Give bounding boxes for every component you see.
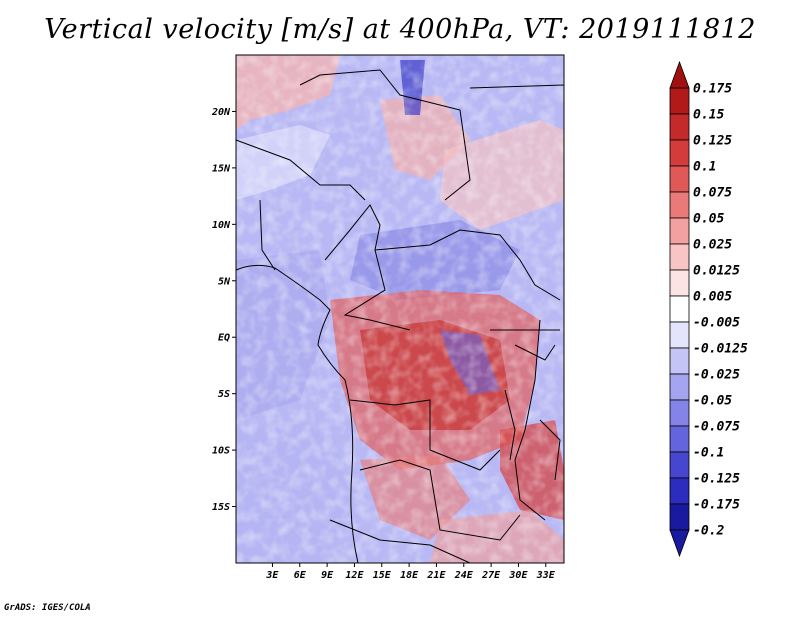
colorbar-box	[669, 425, 690, 453]
y-axis: 20N 15N 10N 5N EQ 5S 10S 15S	[211, 107, 236, 513]
footer-credit: GrADS: IGES/COLA	[4, 603, 91, 613]
x-tick-label: 3E	[265, 570, 279, 581]
colorbar-box	[669, 113, 690, 141]
y-tick-label: 5S	[218, 389, 230, 400]
y-tick-label: 10S	[212, 446, 230, 457]
colorbar-label: 0.05	[693, 212, 724, 227]
colorbar-label: -0.025	[693, 368, 740, 383]
colorbar-label: -0.005	[693, 316, 740, 331]
x-tick-label: 12E	[345, 570, 364, 581]
colorbar-label: 0.175	[693, 82, 732, 97]
colorbar-label: 0.1	[693, 160, 716, 175]
x-tick-label: 18E	[400, 570, 419, 581]
colorbar-box	[669, 347, 690, 375]
colorbar-box	[669, 243, 690, 271]
colorbar-box	[669, 139, 690, 167]
colorbar-labels: 0.175 0.15 0.125 0.1 0.075 0.05 0.025 0.0125 0.0…	[693, 82, 748, 539]
map-title: Vertical velocity [m/s] at 400hPa, VT: 2…	[44, 14, 756, 45]
colorbar-label: -0.175	[693, 498, 740, 513]
x-tick-label: 21E	[426, 570, 446, 581]
colorbar-label: -0.125	[693, 472, 740, 487]
colorbar-label: 0.005	[693, 290, 732, 305]
y-tick-label: EQ	[218, 333, 230, 344]
vertical-velocity-field	[236, 55, 564, 563]
colorbar-top-arrow	[669, 60, 690, 89]
x-tick-label: 6E	[294, 570, 307, 581]
colorbar-label: -0.075	[693, 420, 740, 435]
colorbar-box	[669, 503, 690, 531]
colorbar-box	[669, 191, 690, 219]
colorbar-label: 0.075	[693, 186, 732, 201]
colorbar-bottom-arrow	[669, 529, 690, 558]
colorbar-box	[669, 87, 690, 115]
x-tick-label: 30E	[508, 570, 528, 581]
colorbar-label: -0.2	[693, 524, 724, 539]
colorbar-box	[669, 477, 690, 505]
colorbar-label: 0.125	[693, 134, 732, 149]
y-tick-label: 15S	[212, 502, 230, 513]
colorbar-box	[669, 269, 690, 297]
colorbar-label: 0.025	[693, 238, 732, 253]
x-tick-label: 33E	[536, 570, 556, 581]
colorbar-label: 0.0125	[693, 264, 740, 279]
colorbar-label: -0.05	[693, 394, 732, 409]
y-tick-label: 15N	[212, 163, 231, 174]
x-axis: 3E 6E 9E 12E 15E 18E 21E 24E 27E 30E 33E	[265, 563, 556, 581]
colorbar-label: -0.1	[693, 446, 724, 461]
x-tick-label: 24E	[454, 570, 474, 581]
y-tick-label: 20N	[211, 107, 231, 118]
x-tick-label: 9E	[321, 570, 334, 581]
colorbar-label: 0.15	[693, 108, 724, 123]
colorbar-boxes	[669, 87, 690, 531]
map-frame	[235, 54, 565, 564]
colorbar-box	[669, 399, 690, 427]
country-boundaries	[235, 69, 565, 564]
colorbar-box	[669, 451, 690, 479]
colorbar-box	[669, 295, 690, 323]
colorbar-box	[669, 321, 690, 349]
y-tick-label: 5N	[218, 276, 231, 287]
colorbar-label: -0.0125	[693, 342, 748, 357]
x-tick-label: 27E	[481, 570, 501, 581]
colorbar-box	[669, 217, 690, 245]
y-tick-label: 10N	[212, 220, 231, 231]
colorbar-box	[669, 165, 690, 193]
colorbar-box	[669, 373, 690, 401]
x-tick-label: 15E	[373, 570, 392, 581]
